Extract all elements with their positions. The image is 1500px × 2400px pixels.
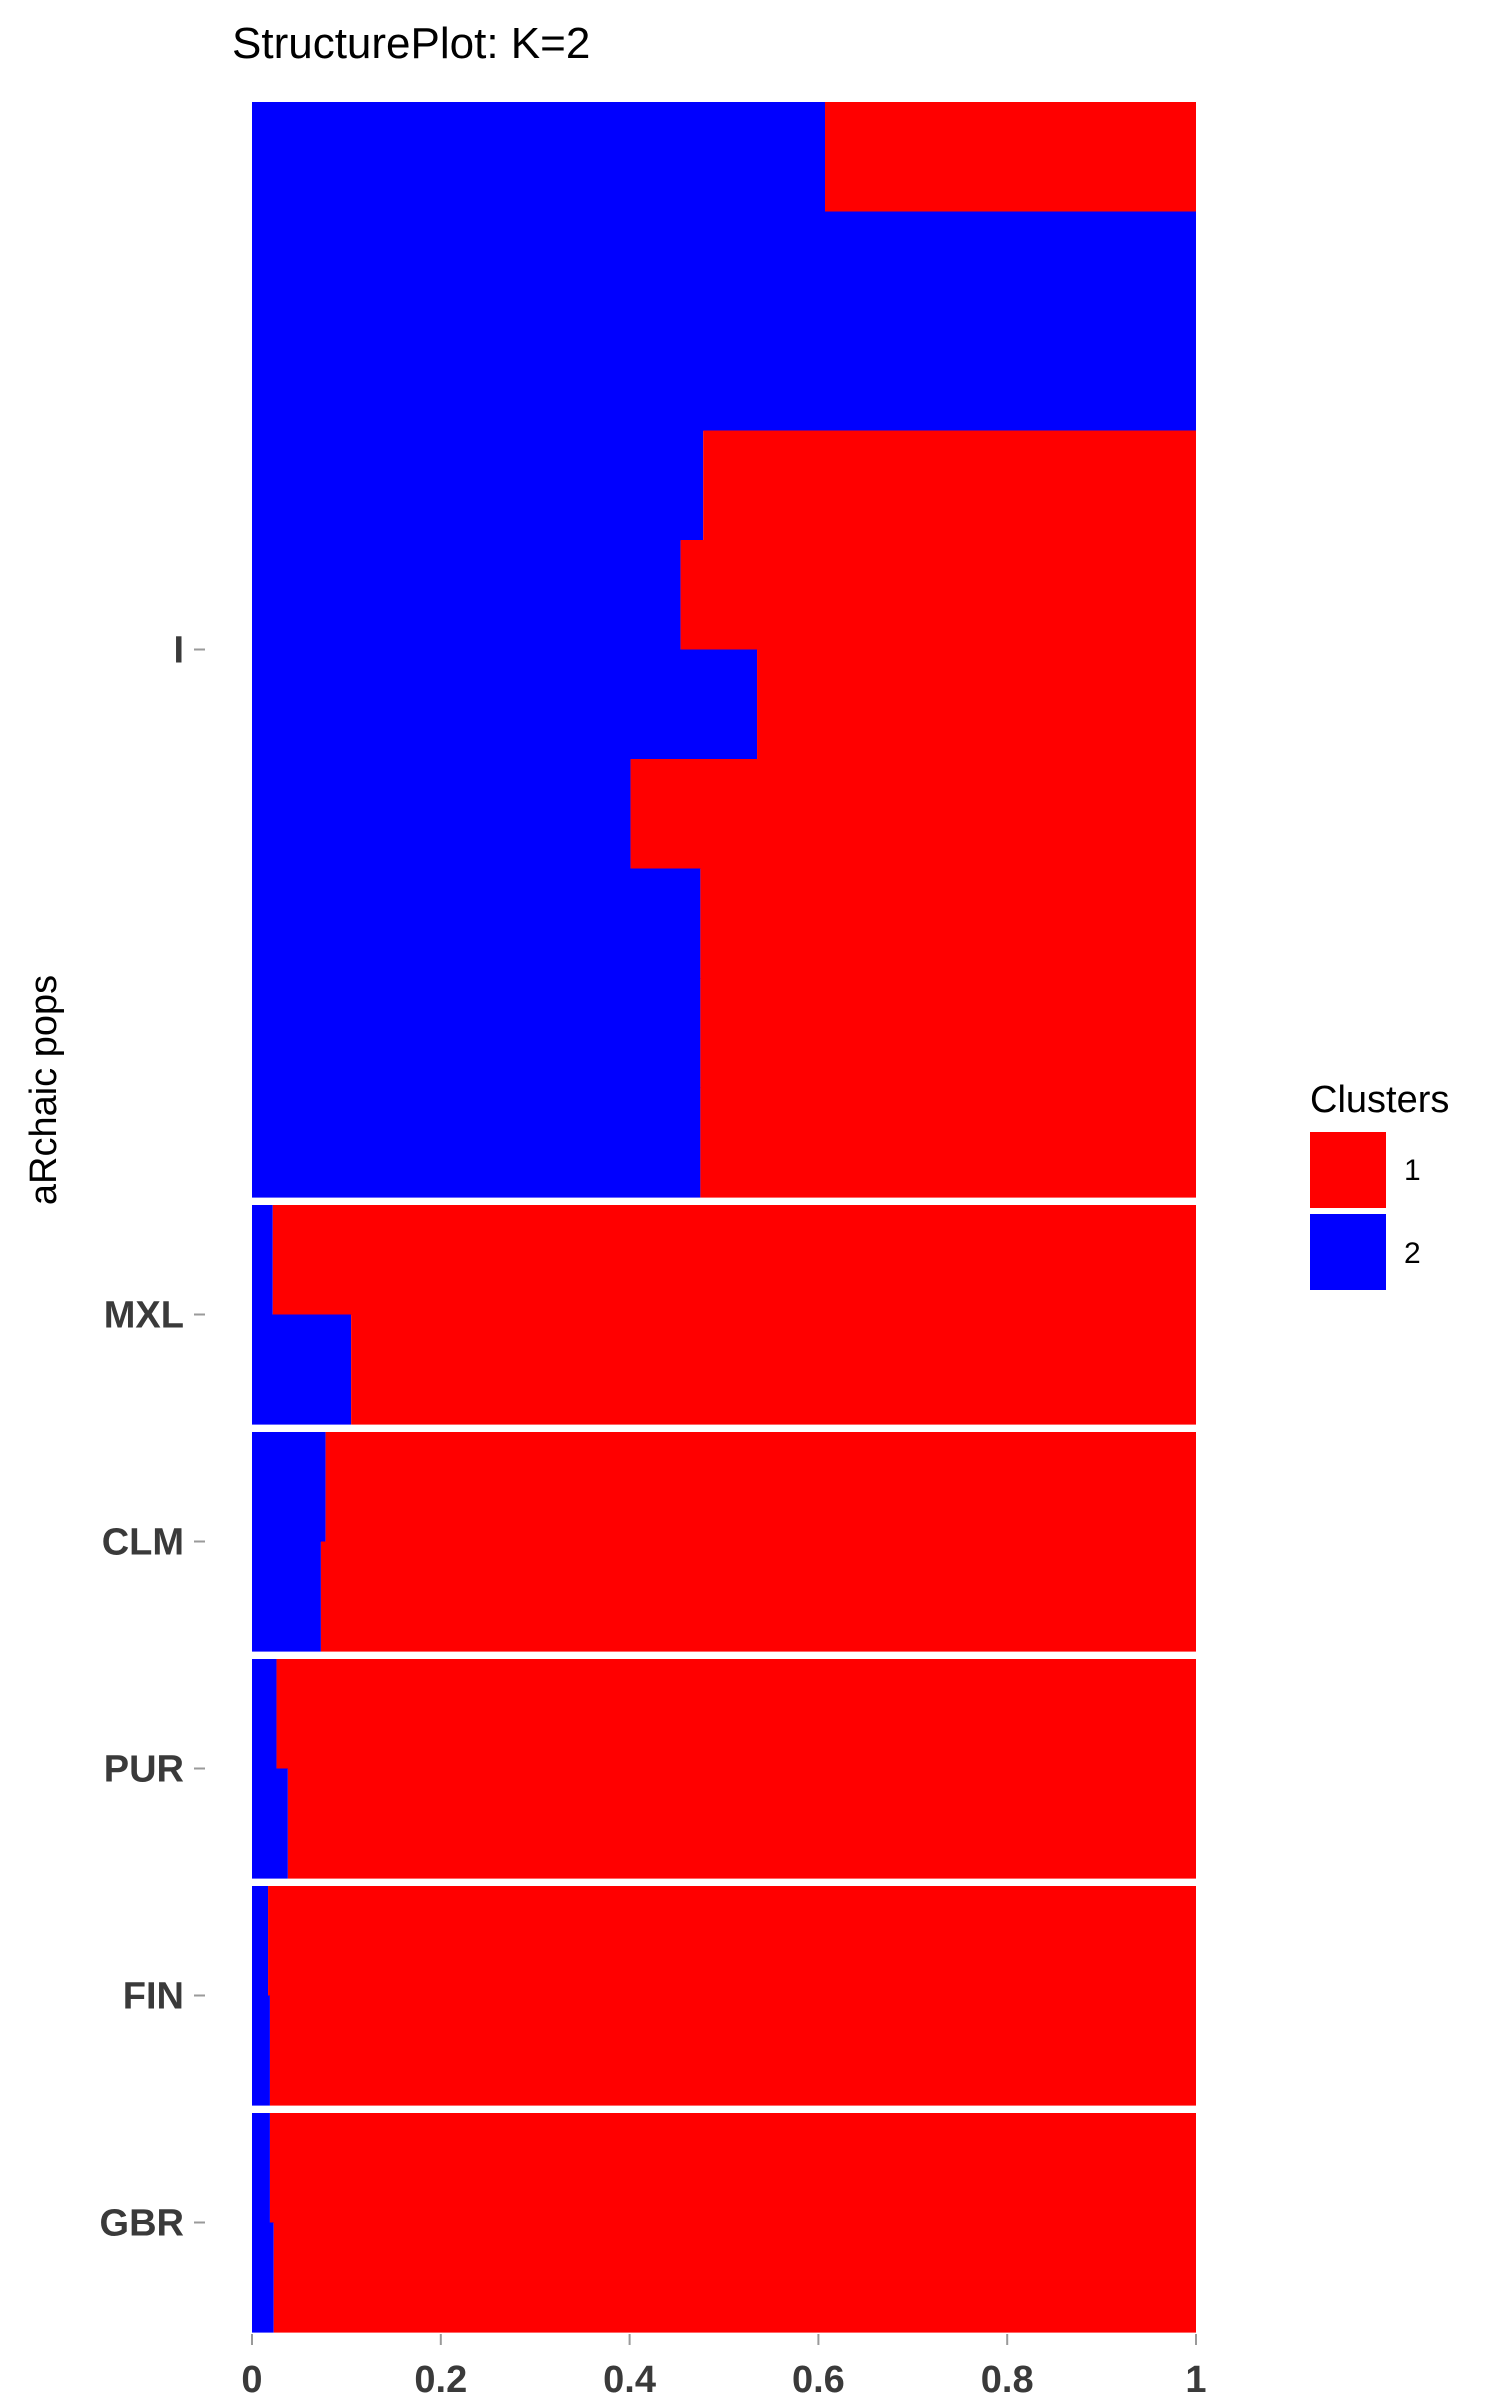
- bar-pur-0-cluster-1: [276, 1659, 1196, 1770]
- chart-title: StructurePlot: K=2: [232, 19, 590, 68]
- x-axis: 0 0.2 0.4 0.6 0.8 1: [241, 2334, 1207, 2400]
- bar-fin-1-cluster-2: [252, 1995, 270, 2106]
- bar-i-1-cluster-2: [252, 211, 1196, 322]
- bar-i-0-cluster-2: [252, 102, 826, 213]
- y-tick-label-fin: FIN: [123, 1976, 184, 2018]
- bar-pur-1-cluster-2: [252, 1768, 288, 1879]
- bar-i-5-cluster-2: [252, 649, 758, 760]
- bar-i-7-cluster-2: [252, 868, 701, 979]
- bar-pur-1-cluster-1: [287, 1768, 1196, 1879]
- bar-i-9-cluster-2: [252, 1087, 701, 1198]
- bar-pur-0-cluster-2: [252, 1659, 277, 1770]
- legend-swatch-2: [1310, 1214, 1386, 1290]
- x-tick-label-2: 0.4: [603, 2359, 656, 2400]
- bar-mxl-0-cluster-1: [272, 1205, 1196, 1316]
- bar-i-4-cluster-1: [680, 540, 1196, 651]
- bar-i-3-cluster-1: [703, 430, 1196, 541]
- bar-gbr-1-cluster-1: [273, 2222, 1196, 2333]
- y-tick-label-mxl: MXL: [104, 1295, 184, 1337]
- bar-i-7-cluster-1: [700, 868, 1196, 979]
- bar-gbr-1-cluster-2: [252, 2222, 274, 2333]
- bar-mxl-1-cluster-2: [252, 1314, 352, 1425]
- bar-i-6-cluster-2: [252, 759, 631, 870]
- bar-clm-1-cluster-1: [320, 1541, 1196, 1652]
- panels: [252, 102, 1197, 2333]
- bar-i-4-cluster-2: [252, 540, 681, 651]
- bar-fin-1-cluster-1: [269, 1995, 1196, 2106]
- bar-i-3-cluster-2: [252, 430, 704, 541]
- bar-gbr-0-cluster-2: [252, 2113, 270, 2224]
- y-tick-label-pur: PUR: [104, 1749, 184, 1791]
- y-tick-label-gbr: GBR: [100, 2203, 184, 2245]
- x-tick-label-3: 0.6: [792, 2359, 845, 2400]
- bar-i-8-cluster-2: [252, 978, 701, 1089]
- legend-swatch-1: [1310, 1132, 1386, 1208]
- bar-fin-0-cluster-1: [268, 1886, 1197, 1997]
- bar-i-2-cluster-2: [252, 321, 1196, 432]
- legend-title: Clusters: [1310, 1079, 1449, 1121]
- bar-fin-0-cluster-2: [252, 1886, 269, 1997]
- legend-label-1: 1: [1404, 1154, 1421, 1187]
- bar-gbr-0-cluster-1: [269, 2113, 1196, 2224]
- x-tick-label-0: 0: [241, 2359, 262, 2400]
- legend: Clusters 1 2: [1310, 1079, 1449, 1290]
- y-tick-label-clm: CLM: [102, 1522, 184, 1564]
- bar-clm-0-cluster-2: [252, 1432, 326, 1543]
- legend-label-2: 2: [1404, 1237, 1421, 1270]
- bar-mxl-1-cluster-1: [351, 1314, 1196, 1425]
- bar-i-6-cluster-1: [630, 759, 1196, 870]
- bar-clm-1-cluster-2: [252, 1541, 321, 1652]
- bar-i-0-cluster-1: [825, 102, 1196, 213]
- bar-mxl-0-cluster-2: [252, 1205, 273, 1316]
- y-tick-label-i: I: [173, 630, 184, 672]
- bar-i-8-cluster-1: [700, 978, 1196, 1089]
- bar-i-9-cluster-1: [700, 1087, 1196, 1198]
- x-tick-label-1: 0.2: [414, 2359, 467, 2400]
- y-axis-ticks: I MXL CLM PUR FIN GBR: [100, 630, 205, 2245]
- bar-i-5-cluster-1: [757, 649, 1196, 760]
- bar-clm-0-cluster-1: [325, 1432, 1197, 1543]
- x-tick-label-4: 0.8: [981, 2359, 1034, 2400]
- x-tick-label-5: 1: [1185, 2359, 1206, 2400]
- y-axis-label: aRchaic pops: [23, 975, 65, 1205]
